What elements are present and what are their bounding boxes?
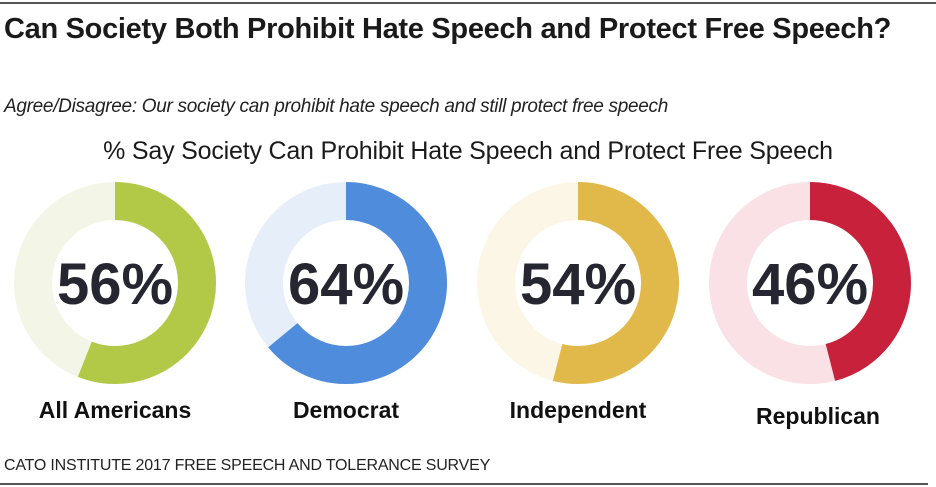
chart-title: % Say Society Can Prohibit Hate Speech a… <box>103 137 833 165</box>
category-label-democrat: Democrat <box>293 397 399 423</box>
donut-independent: 54% Independent <box>477 182 679 423</box>
value-label-all-americans: 56% <box>57 252 173 317</box>
value-label-democrat: 64% <box>288 252 404 317</box>
donut-arc-independent <box>552 182 679 384</box>
bottom-rule <box>0 483 928 485</box>
donut-all-americans: 56% All Americans <box>14 182 216 423</box>
source-note: CATO INSTITUTE 2017 FREE SPEECH AND TOLE… <box>4 457 491 474</box>
donut-arc-republican <box>809 182 911 381</box>
subtitle: Agree/Disagree: Our society can prohibit… <box>4 96 669 117</box>
value-label-independent: 54% <box>520 252 636 317</box>
category-label-all-americans: All Americans <box>39 397 192 423</box>
value-label-republican: 46% <box>752 252 868 317</box>
donut-arc-all-americans <box>77 182 216 384</box>
category-label-republican: Republican <box>756 403 880 429</box>
donut-republican: 46% Republican <box>709 182 911 429</box>
category-label-independent: Independent <box>510 397 647 423</box>
page-title: Can Society Both Prohibit Hate Speech an… <box>4 13 892 45</box>
top-rule <box>0 2 936 4</box>
donut-arc-democrat <box>268 182 447 384</box>
donut-democrat: 64% Democrat <box>245 182 447 423</box>
